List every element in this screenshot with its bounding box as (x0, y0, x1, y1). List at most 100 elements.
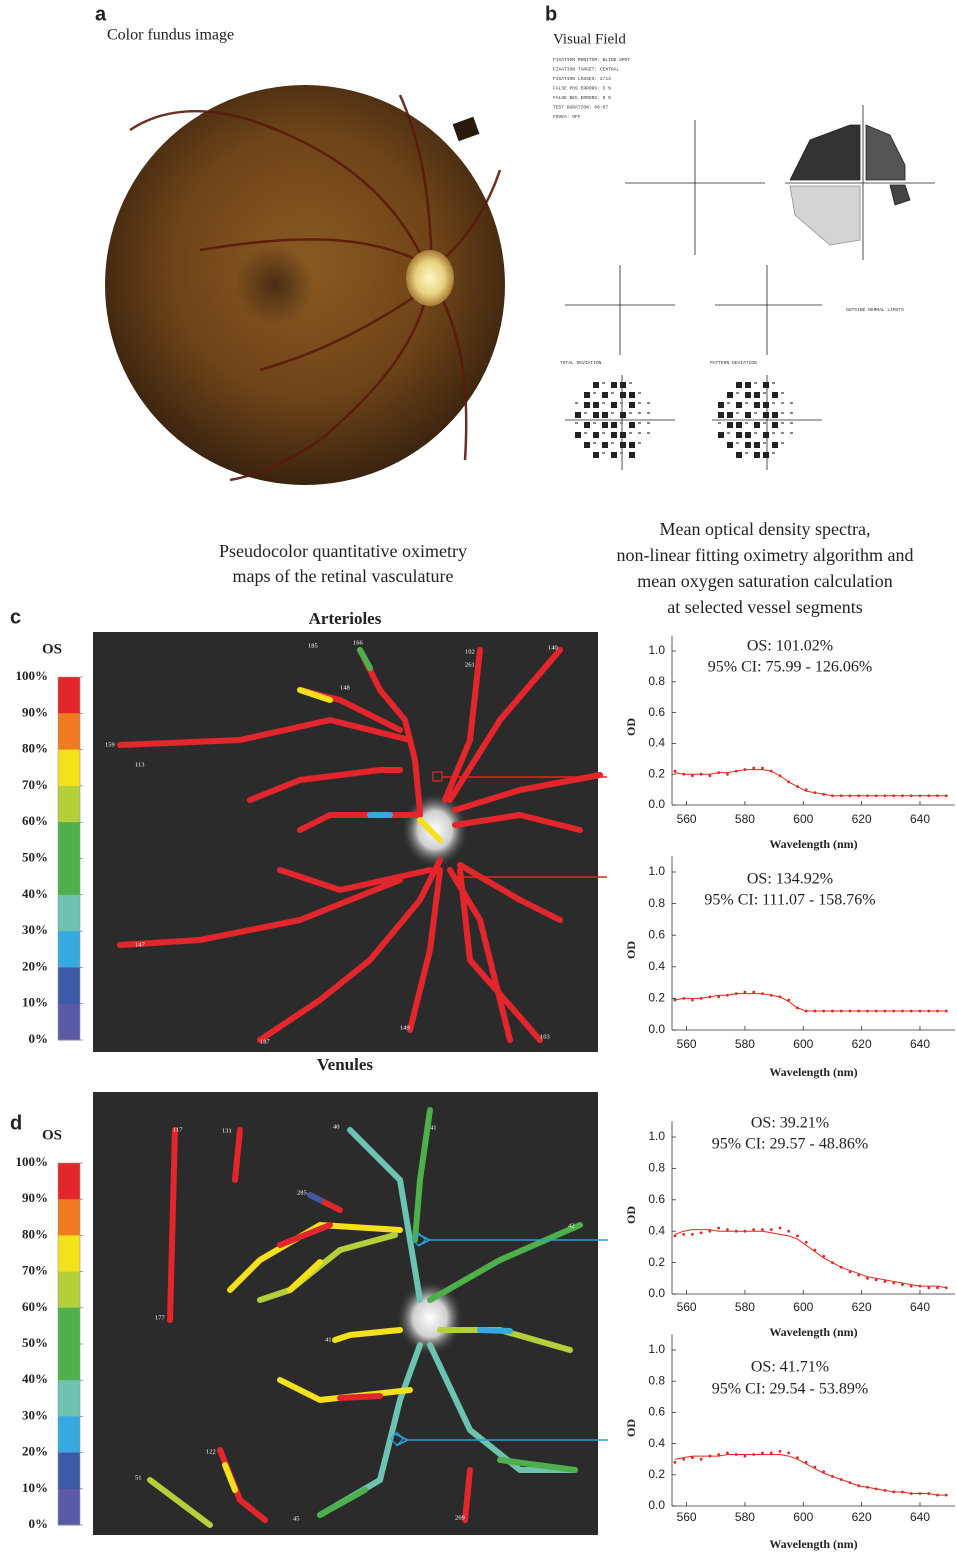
colorbar-tick-label: 40% (22, 886, 48, 901)
deviation-symbol (602, 442, 608, 448)
deviation-symbol (593, 392, 596, 394)
deviation-symbol (727, 392, 733, 398)
deviation-symbol (611, 442, 614, 444)
deviation-symbol (745, 382, 751, 388)
colorbar-tick-label: 20% (22, 1444, 48, 1459)
deviation-symbol (772, 382, 775, 384)
deviation-symbol (647, 422, 650, 424)
deviation-symbol (781, 422, 784, 424)
caption-line: at selected vessel segments (667, 597, 862, 617)
page: abcdColor fundus imageVisual FieldFIXATI… (0, 0, 957, 1553)
x-tick-label: 640 (910, 1037, 930, 1051)
segment-label: 122 (206, 1448, 216, 1455)
colorbar-tick-label: 20% (22, 958, 48, 973)
deviation-symbol (629, 402, 635, 408)
deviation-symbol (790, 412, 793, 414)
deviation-symbol (745, 412, 751, 418)
deviation-symbol (638, 422, 641, 424)
y-axis-label: OD (624, 941, 638, 959)
deviation-symbol (763, 452, 769, 458)
deviation-symbol (781, 392, 784, 394)
data-point (674, 1235, 677, 1238)
x-tick-label: 600 (793, 1510, 813, 1524)
x-tick-label: 560 (677, 1510, 697, 1524)
deviation-symbol (745, 422, 748, 424)
y-tick-label: 0.0 (648, 1498, 665, 1512)
deviation-symbol (620, 392, 626, 398)
vf-label: PATTERN DEVIATION (710, 360, 757, 366)
deviation-symbol (763, 422, 766, 424)
colorbar-title: OS (42, 641, 62, 657)
segment-label: 102 (465, 648, 475, 655)
data-point (805, 1241, 808, 1244)
caption-line: maps of the retinal vasculature (233, 566, 454, 586)
vf-header-line: FALSE POS ERRORS: 5 % (553, 86, 611, 92)
x-tick-label: 620 (852, 812, 872, 826)
data-point (787, 1230, 790, 1233)
segment-label: 185 (308, 642, 318, 649)
colorbar-segment (58, 1453, 80, 1490)
y-tick-label: 0.0 (648, 1022, 665, 1036)
fit-line (675, 1455, 946, 1496)
x-tick-label: 640 (910, 812, 930, 826)
segment-label: 117 (173, 1126, 183, 1133)
segment-label: 159 (105, 741, 115, 748)
deviation-symbol (620, 432, 626, 438)
segment-label: 45 (293, 1515, 300, 1522)
deviation-symbol (593, 432, 599, 438)
colorbar-segment (58, 1163, 80, 1200)
segment-label: 148 (340, 684, 350, 691)
deviation-symbol (584, 432, 587, 434)
x-tick-label: 600 (793, 1037, 813, 1051)
deviation-symbol (754, 432, 757, 434)
colorbar-tick-label: 30% (22, 922, 48, 937)
colorbar-segment (58, 967, 80, 1004)
colorbar-title: OS (42, 1127, 62, 1143)
data-point (744, 991, 747, 994)
data-point (682, 1233, 685, 1236)
data-point (691, 1233, 694, 1236)
colorbar-segment (58, 895, 80, 932)
x-axis-label: Wavelength (nm) (769, 837, 857, 851)
data-point (770, 1452, 773, 1455)
deviation-symbol (745, 432, 751, 438)
optic-disc (401, 792, 469, 868)
colorbar-segment (58, 1416, 80, 1453)
deviation-symbol (611, 422, 617, 428)
deviation-symbol (584, 442, 590, 448)
deviation-symbol (772, 452, 775, 454)
vf-label: OUTSIDE NORMAL LIMITS (846, 307, 904, 313)
x-tick-label: 600 (793, 1300, 813, 1314)
segment-label: 187 (260, 1038, 271, 1045)
vf-header-line: FIXATION LOSSES: 2/13 (553, 76, 611, 82)
colorbar-segment (58, 1199, 80, 1236)
deviation-symbol (727, 402, 730, 404)
deviation-symbol (647, 402, 650, 404)
deviation-symbol (602, 432, 605, 434)
vessel-segment (480, 1330, 510, 1331)
deviation-symbol (575, 432, 581, 438)
map-title: Venules (317, 1055, 373, 1074)
deviation-symbol (772, 442, 778, 448)
annotation: OS: 101.02% (747, 638, 833, 655)
annotation: 95% CI: 75.99 - 126.06% (708, 659, 872, 676)
colorbar-tick-label: 80% (22, 741, 48, 756)
data-point (761, 767, 764, 770)
deviation-symbol (620, 452, 623, 454)
deviation-symbol (736, 432, 742, 438)
deviation-symbol (763, 432, 769, 438)
deviation-symbol (763, 392, 766, 394)
x-tick-label: 560 (677, 1300, 697, 1314)
deviation-symbol (772, 422, 778, 428)
fit-line (675, 994, 946, 1011)
data-point (717, 1227, 720, 1230)
y-axis-label: OD (624, 1206, 638, 1224)
deviation-symbol (620, 382, 626, 388)
data-point (752, 1228, 755, 1231)
deviation-symbol (754, 422, 760, 428)
x-tick-label: 560 (677, 1037, 697, 1051)
x-tick-label: 560 (677, 812, 697, 826)
deviation-symbol (593, 412, 599, 418)
caption-line: mean oxygen saturation calculation (637, 571, 892, 591)
deviation-symbol (593, 402, 599, 408)
